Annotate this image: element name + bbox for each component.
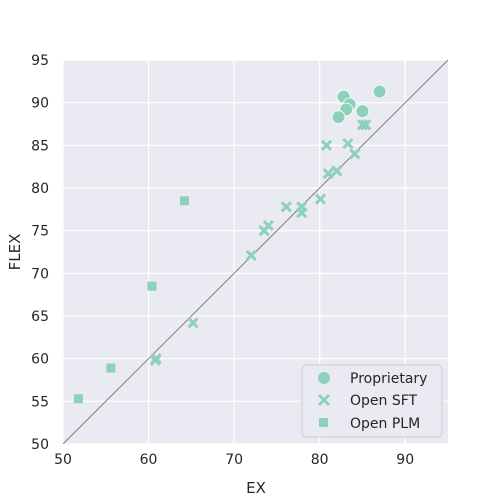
point-open-sft (187, 317, 199, 329)
point-proprietary (331, 110, 346, 125)
legend: Proprietary Open SFT Open PLM (301, 364, 443, 438)
point-open-sft (331, 165, 343, 177)
point-open-sft (342, 138, 354, 150)
point-open-sft (314, 193, 327, 205)
y-tick-label: 80 (31, 181, 49, 197)
y-tick-label: 75 (31, 224, 49, 240)
point-open-sft (322, 167, 334, 180)
legend-label-proprietary: Proprietary (350, 371, 427, 387)
legend-x-marker (317, 393, 331, 407)
x-tick-label: 60 (140, 452, 158, 468)
point-open-plm (73, 394, 83, 404)
y-tick-label: 90 (31, 96, 49, 112)
y-tick-label: 95 (31, 53, 49, 69)
point-proprietary (372, 84, 387, 99)
y-tick-label: 55 (31, 394, 49, 410)
point-open-plm (106, 363, 116, 373)
y-tick-label: 60 (31, 352, 49, 368)
x-tick-label: 70 (225, 452, 243, 468)
legend-marker-open-sft (317, 393, 331, 407)
x-tick-labels: 50 60 70 80 90 (54, 452, 414, 468)
grid-lines (62, 59, 448, 445)
y-tick-labels: 50 55 60 65 70 75 80 85 90 95 (31, 53, 49, 453)
point-open-sft (320, 139, 333, 151)
y-tick-label: 65 (31, 309, 49, 325)
y-axis-label: FLEX (6, 234, 24, 271)
y-tick-label: 70 (31, 266, 49, 282)
point-open-plm (147, 281, 157, 291)
point-open-sft (360, 119, 372, 131)
point-open-sft (356, 119, 369, 131)
point-open-sft (245, 249, 257, 261)
point-open-plm (179, 196, 189, 206)
legend-label-open-sft: Open SFT (350, 393, 418, 409)
legend-marker-open-plm (319, 418, 328, 427)
legend-box (301, 364, 443, 438)
legend-marker-proprietary (318, 372, 330, 384)
x-tick-label: 80 (311, 452, 329, 468)
point-open-sft (296, 207, 308, 219)
point-open-sft (149, 354, 161, 366)
y-tick-label: 85 (31, 138, 49, 154)
point-open-sft (349, 148, 361, 160)
point-open-sft (280, 201, 292, 213)
data-points (73, 84, 387, 404)
x-tick-label: 50 (54, 452, 72, 468)
legend-label-open-plm: Open PLM (350, 416, 420, 432)
point-open-sft (258, 225, 270, 237)
x-axis-label: EX (246, 479, 266, 497)
x-tick-label: 90 (396, 452, 414, 468)
point-proprietary (355, 104, 370, 119)
y-tick-label: 50 (31, 437, 49, 453)
